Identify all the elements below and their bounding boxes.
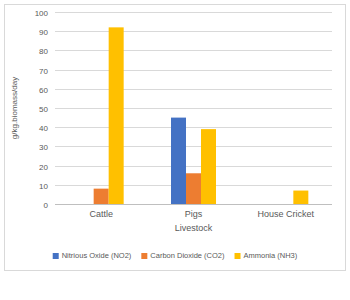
bar [263,204,278,205]
x-tick-label: Pigs [185,209,203,219]
y-tick-label: 40 [39,124,48,133]
grid-line [55,204,332,205]
y-tick-label: 30 [39,143,48,152]
chart: 0 10 20 30 40 50 60 70 80 90 100 Cattle Pigs House Cr… [0,0,350,300]
grid-line [55,166,332,167]
x-axis-title: Livestock [175,223,213,233]
legend-item: Nitrious Oxide (NO2) [53,251,132,260]
y-tick-label: 80 [39,47,48,56]
y-tick-label: 0 [44,201,49,210]
legend-label: Carbon Dioxide (CO2) [150,251,225,260]
y-tick-label: 90 [39,28,48,37]
bar [94,189,109,204]
y-tick-label: 60 [39,86,48,95]
y-axis-title: g/kg.biomass/day [10,77,19,139]
chart-container: 0 10 20 30 40 50 60 70 80 90 100 Cattle Pigs House Cr… [0,0,350,300]
grid-line [55,89,332,90]
y-tick-label: 10 [39,182,48,191]
bar [109,27,124,204]
bar [79,204,94,205]
legend-label: Nitrious Oxide (NO2) [62,251,132,260]
x-axis-line [55,204,332,205]
bar [278,204,293,205]
legend-swatch [141,253,147,259]
y-tick-label: 20 [39,163,48,172]
legend-label: Ammonia (NH3) [244,251,298,260]
grid-line [55,50,332,51]
grid-line [55,31,332,32]
grid-line [55,108,332,109]
y-tick-label: 100 [35,9,49,18]
bars [94,27,309,204]
legend-item: Ammonia (NH3) [235,251,298,260]
grid-line [55,70,332,71]
bar [201,129,216,204]
legend-item: Carbon Dioxide (CO2) [141,251,225,260]
bar [171,118,186,204]
x-tick-label: Cattle [89,209,113,219]
bar [186,173,201,204]
legend: Nitrious Oxide (NO2) Carbon Dioxide (CO2)… [53,251,298,260]
grid-line [55,12,332,13]
bar [293,191,308,204]
x-tick-label: House Cricket [258,209,315,219]
chart-border [5,5,346,271]
y-tick-label: 70 [39,67,48,76]
legend-swatch [53,253,59,259]
legend-swatch [235,253,241,259]
y-tick-label: 50 [39,105,48,114]
grid-line [55,146,332,147]
grid-line [55,127,332,128]
